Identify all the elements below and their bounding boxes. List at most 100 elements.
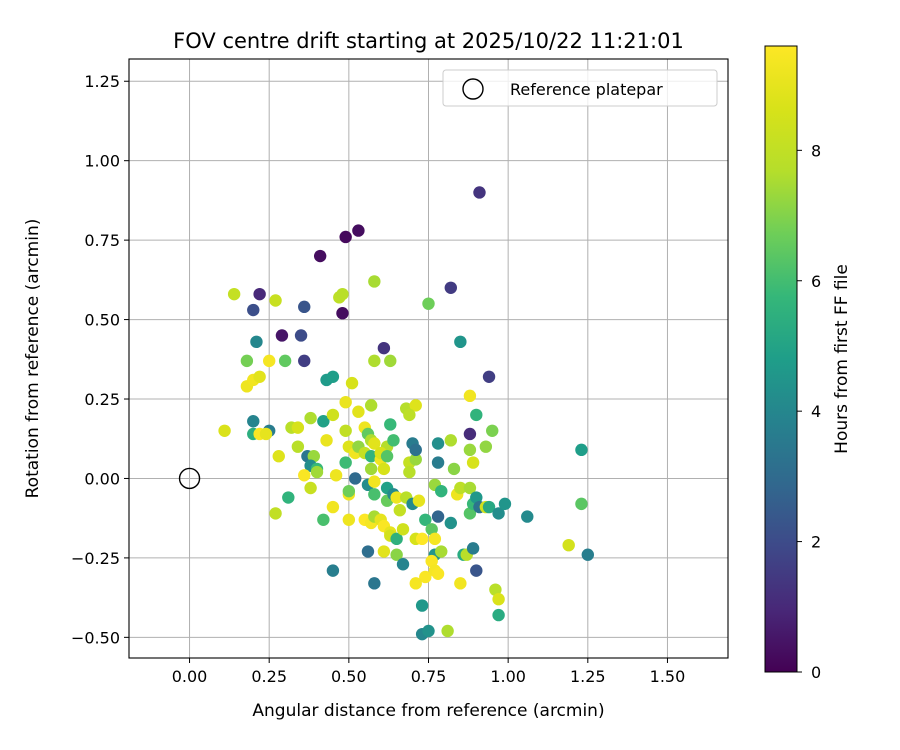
data-point [422,624,435,638]
data-point [454,335,467,349]
grid-lines [129,59,728,658]
data-point [247,303,260,317]
data-point [562,538,575,552]
data-point [403,408,416,422]
x-axis-ticks: 0.00 0.25 0.50 0.75 1.00 1.25 1.50 [172,658,686,686]
data-point [419,570,432,584]
data-point [278,354,292,368]
data-point [581,548,595,561]
data-point [447,462,461,476]
data-point [415,532,429,546]
data-point [492,593,505,606]
y-tick-label: 0.25 [84,390,120,409]
data-point [384,354,397,368]
reference-platepar-marker [178,467,201,490]
chart-title: FOV centre drift starting at 2025/10/22 … [173,29,684,53]
data-point [352,405,365,418]
colorbar-gradient [764,45,798,673]
data-point [425,523,438,536]
data-point [470,491,483,504]
data-point [387,434,400,447]
data-point [298,300,311,314]
data-point [470,564,483,577]
data-point [409,399,422,412]
data-point [326,500,340,514]
data-point [304,411,317,425]
data-point [454,481,467,495]
data-point [444,434,458,447]
data-point [482,370,496,383]
data-point [463,443,477,457]
data-point [396,523,410,536]
data-point [253,370,266,383]
data-point [390,491,403,504]
data-point [431,456,445,469]
data-point [240,354,254,368]
data-point [368,488,381,501]
y-tick-label: 0.75 [84,231,120,250]
data-point [492,608,505,622]
colorbar-tick-label: 8 [811,141,821,160]
data-point [409,577,422,590]
data-point [377,545,391,558]
y-tick-label: 0.50 [84,311,120,330]
reference-marker-group [178,467,201,490]
data-point [339,456,352,469]
data-point [272,450,285,463]
x-tick-label: 0.50 [331,667,367,686]
data-point [444,281,458,294]
data-point [463,481,477,495]
data-point [282,491,295,504]
data-point [368,577,381,590]
legend-label: Reference platepar [510,80,663,99]
colorbar: 0 2 4 6 8 Hours from first FF file [764,45,852,682]
data-point [361,545,375,558]
data-point [275,329,289,342]
x-tick-label: 1.50 [650,667,686,686]
data-point [336,287,349,301]
data-point [431,567,445,580]
data-point [575,497,588,511]
x-tick-label: 1.25 [570,667,606,686]
data-point [435,484,448,498]
x-tick-label: 1.00 [490,667,526,686]
data-point [364,399,378,412]
legend-reference-marker [462,78,484,100]
colorbar-ticks: 0 2 4 6 8 [797,141,821,682]
data-point [253,287,266,301]
data-point [473,186,486,199]
data-point [431,510,445,523]
data-point [339,395,352,409]
data-point [409,443,422,457]
x-axis-label: Angular distance from reference (arcmin) [252,701,604,721]
data-point [419,513,432,526]
data-point [486,424,499,437]
data-point [498,497,512,511]
data-point [463,507,477,520]
data-point [492,507,505,520]
data-point [463,389,477,403]
data-point [317,415,330,428]
data-point [291,440,305,453]
data-point [326,564,340,577]
data-point [345,376,359,390]
data-point [489,583,502,596]
data-point [415,599,429,612]
data-point [377,462,391,476]
data-point [396,558,410,571]
data-point [409,453,422,466]
data-point [368,475,381,488]
data-point [326,408,340,422]
data-point [326,370,340,383]
data-point [482,500,496,514]
data-point [393,504,407,517]
data-point [349,472,362,485]
data-point [521,510,534,523]
colorbar-tick-label: 6 [811,272,821,291]
data-point [339,424,352,437]
data-point [218,424,231,437]
data-point [377,341,391,355]
data-point [259,427,273,441]
data-point [329,469,343,482]
data-point [269,507,282,520]
